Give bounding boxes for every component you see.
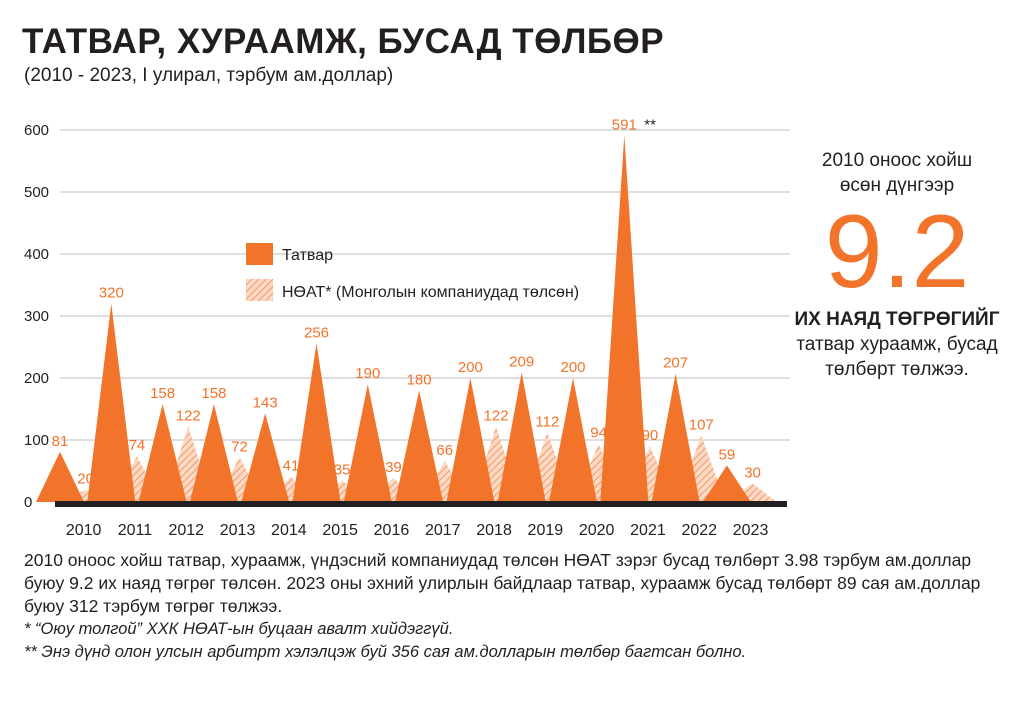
tax-mark [36, 451, 84, 502]
tax-mark [241, 413, 290, 502]
tax-mark [549, 378, 597, 502]
x-tick-label: 2020 [579, 522, 615, 539]
tax-data-label: 59 [719, 446, 736, 463]
tax-mark [292, 343, 341, 502]
tax-data-label: 81 [52, 433, 69, 450]
tax-mark [702, 465, 751, 502]
vat-data-label: 41 [283, 458, 300, 475]
side-note-line: өсөн дүнгээр [839, 175, 955, 196]
y-tick-label: 500 [24, 184, 49, 201]
tax-data-label: 320 [99, 285, 124, 302]
x-axis: 2010 2011 2012 2013 2014 2015 2016 2017 2018 2019… [55, 501, 787, 539]
x-tick-label: 2023 [733, 522, 769, 539]
highlight-unit: ИХ НАЯД ТӨГРӨГИЙГ [794, 309, 1000, 330]
tax-data-label: 158 [150, 385, 175, 402]
x-tick-label: 2012 [168, 522, 204, 539]
x-tick-label: 2016 [374, 522, 410, 539]
vat-data-label: 107 [689, 417, 714, 434]
data-labels: 81 320 158 158 143 256 190 180 200 209 200 591 207 59… [52, 117, 761, 488]
y-tick-label: 100 [24, 432, 49, 449]
x-tick-label: 2022 [681, 522, 717, 539]
y-tick-label: 400 [24, 246, 49, 263]
vat-data-label: 122 [484, 407, 509, 424]
tax-data-label: 190 [355, 365, 380, 382]
footnote-vat: * “Оюу толгой” ХХК НӨАТ-ын буцаан авалт … [24, 620, 454, 638]
vat-data-label: 122 [176, 407, 201, 424]
tax-mark [395, 390, 444, 502]
tax-mark [497, 372, 546, 502]
tax-data-label: 207 [663, 355, 688, 372]
vat-data-label: 30 [744, 464, 761, 481]
chart-subtitle: (2010 - 2023, I улирал, тэрбум ам.доллар… [24, 65, 394, 86]
tax-data-label: 200 [560, 359, 585, 376]
footnote-main: 2010 оноос хойш татвар, хураамж, үндэсни… [24, 550, 981, 616]
tax-mark [343, 384, 392, 502]
x-tick-label: 2013 [220, 522, 256, 539]
side-note-line: татвар хураамж, бусад [796, 334, 998, 355]
vat-data-label: 94 [590, 425, 607, 442]
tax-data-label: 143 [253, 394, 278, 411]
x-tick-label: 2014 [271, 522, 307, 539]
tax-mark [600, 135, 649, 502]
vat-data-label: 112 [535, 414, 559, 431]
x-tick-label: 2011 [118, 522, 153, 539]
legend-swatch-vat [246, 279, 273, 301]
tax-data-label: 180 [407, 371, 432, 388]
legend: Татвар НӨАТ* (Монголын компаниудад төлсөн… [246, 243, 579, 301]
tax-data-label: 256 [304, 324, 329, 341]
x-tick-label: 2015 [322, 522, 358, 539]
tax-data-label: 209 [509, 353, 534, 370]
x-axis-line [55, 501, 787, 507]
tax-mark [189, 404, 238, 502]
y-tick-label: 600 [24, 122, 49, 139]
y-axis: 0 100 200 300 400 500 600 [24, 122, 49, 511]
tax-mark [87, 303, 136, 502]
legend-label-tax: Татвар [282, 247, 333, 264]
vat-data-label: 35 [334, 461, 351, 478]
vat-data-label: 74 [129, 437, 146, 454]
tax-data-label: 200 [458, 359, 483, 376]
vat-data-label: 20 [77, 471, 94, 488]
tax-data-label: 158 [201, 385, 226, 402]
tax-mark [138, 404, 187, 502]
tax-mark [651, 373, 700, 502]
footnotes: 2010 оноос хойш татвар, хураамж, үндэсни… [24, 549, 1004, 664]
x-tick-label: 2018 [476, 522, 512, 539]
side-note-line: төлбөрт төлжээ. [825, 359, 969, 380]
tax-mark [446, 378, 495, 502]
x-tick-label: 2017 [425, 522, 461, 539]
x-tick-label: 2019 [528, 522, 564, 539]
vat-data-label: 72 [231, 438, 248, 455]
tax-series [36, 135, 751, 502]
legend-swatch-tax [246, 243, 273, 265]
x-tick-label: 2021 [630, 522, 666, 539]
peak-annotation: ** [644, 117, 656, 134]
y-tick-label: 300 [24, 308, 49, 325]
highlight-value: 9.2 [824, 194, 970, 310]
x-tick-label: 2010 [66, 522, 102, 539]
y-tick-label: 200 [24, 370, 49, 387]
tax-data-label: 591 [612, 117, 637, 134]
area-chart: 0 100 200 300 400 500 600 81 320 158 158 143 256 190… [24, 117, 790, 539]
side-note-line: 2010 оноос хойш [821, 150, 973, 171]
footnote-arbitration: ** Энэ дүнд олон улсын арбитрт хэлэлцэж … [24, 643, 747, 661]
chart-title: ТАТВАР, ХУРААМЖ, БУСАД ТӨЛБӨР [22, 22, 665, 61]
vat-data-label: 39 [385, 459, 402, 476]
legend-label-vat: НӨАТ* (Монголын компаниудад төлсөн) [282, 284, 579, 301]
vat-data-label: 66 [436, 442, 453, 459]
vat-data-label: 90 [642, 427, 659, 444]
side-note: 2010 оноос хойш өсөн дүнгээр 9.2 ИХ НАЯД… [770, 148, 1024, 382]
y-tick-label: 0 [24, 494, 32, 511]
